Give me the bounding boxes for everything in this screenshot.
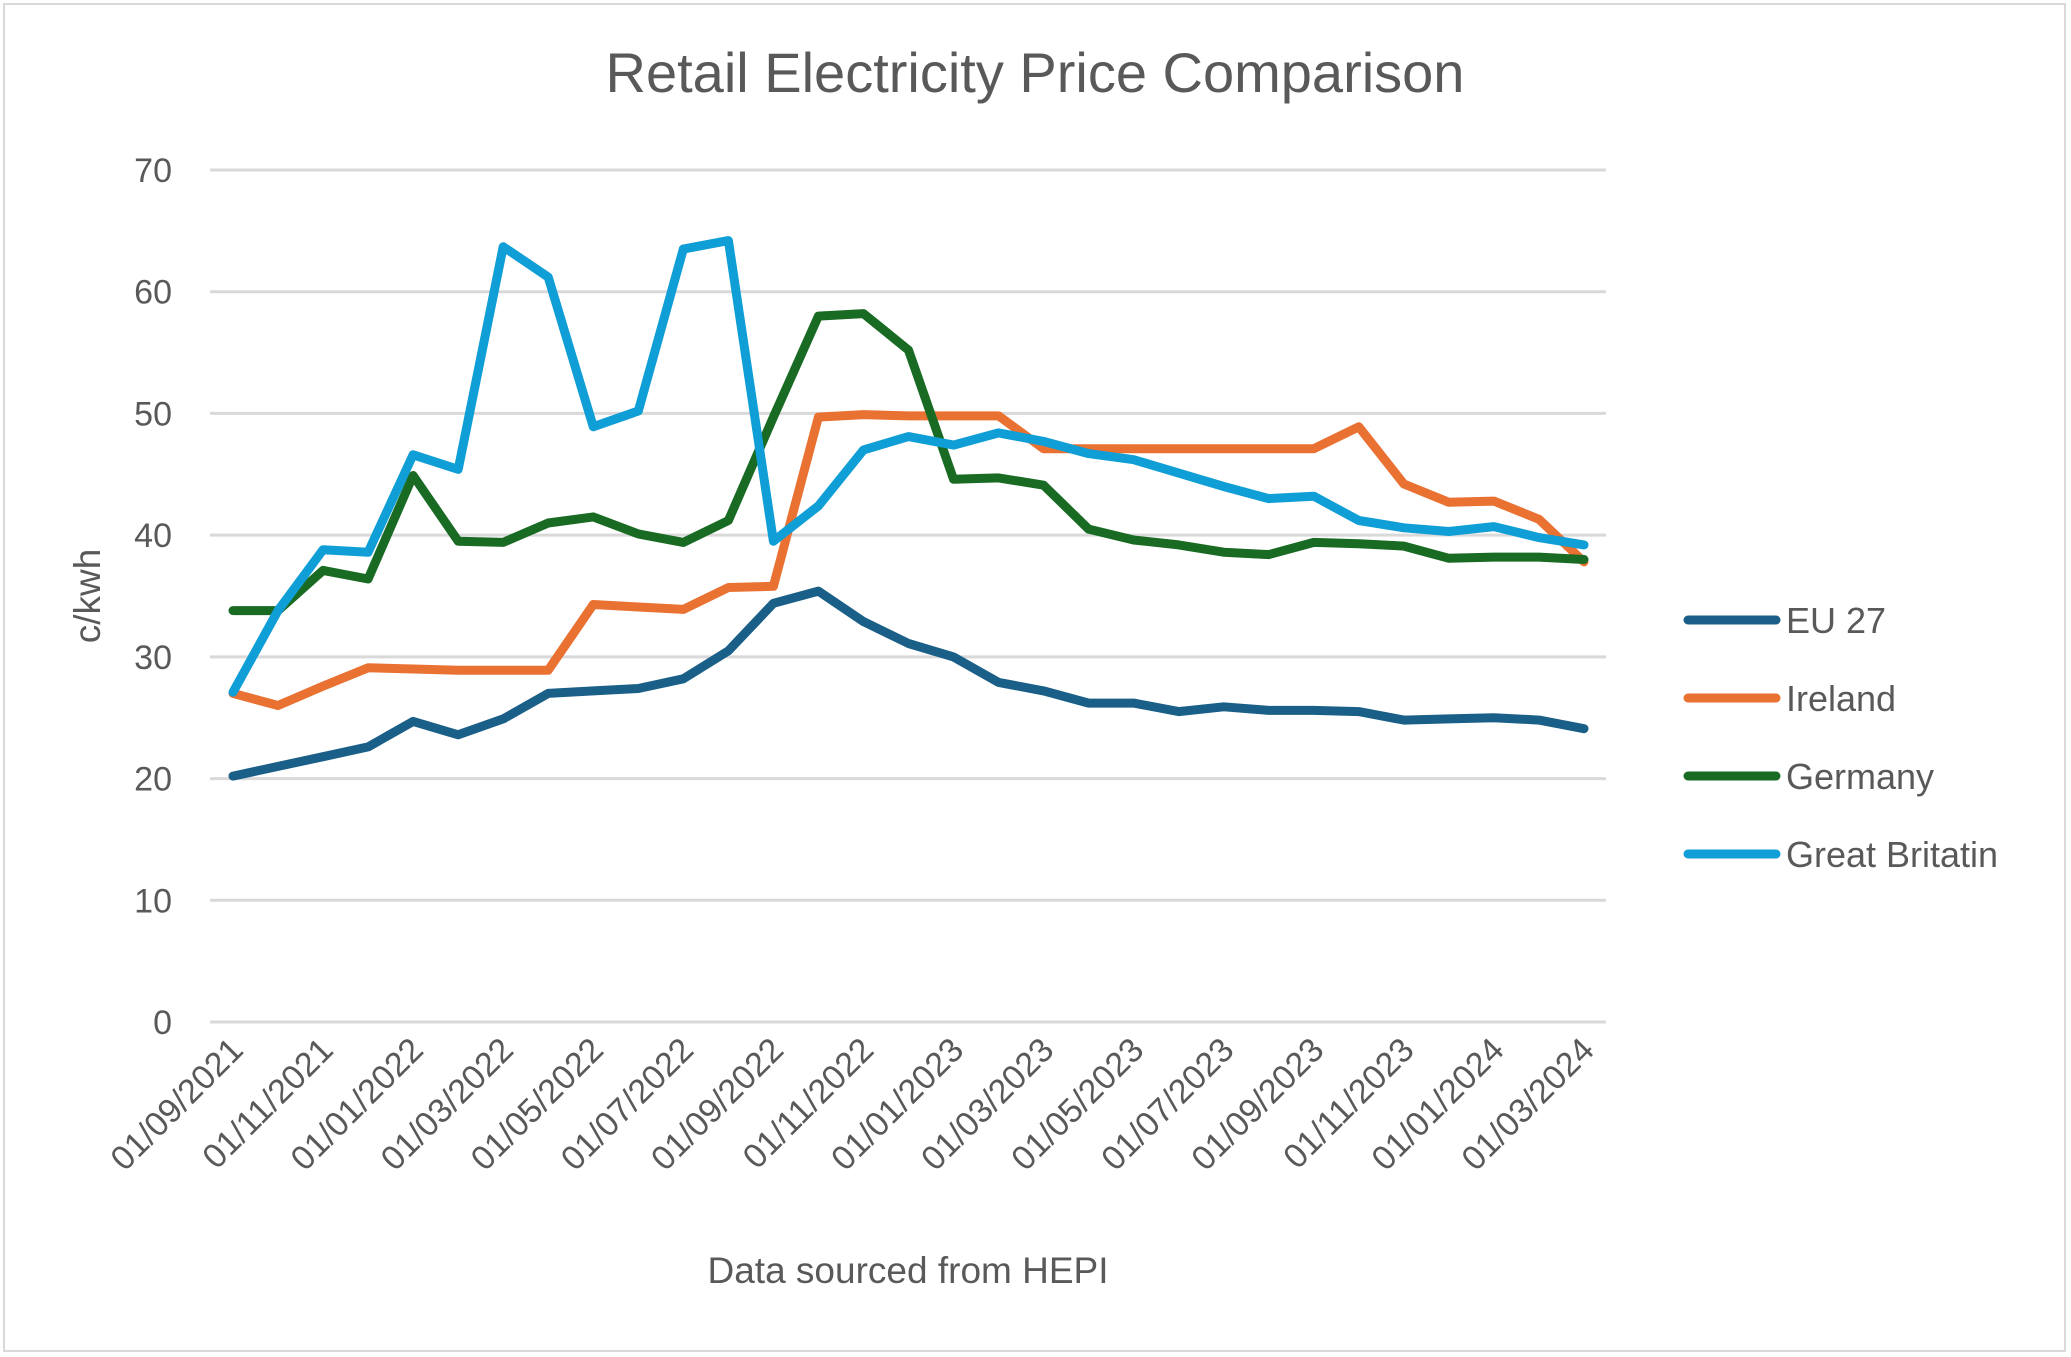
y-axis-title: c/kwh (67, 549, 108, 644)
y-tick-label: 70 (134, 152, 172, 190)
legend-label: Great Britatin (1786, 834, 1998, 875)
y-tick-label: 60 (134, 274, 172, 312)
series-line-germany (228, 309, 1589, 616)
x-axis-ticks: 01/09/202101/11/202101/01/202201/03/2022… (103, 1031, 1601, 1178)
series-line-ireland (228, 410, 1589, 710)
chart-title: Retail Electricity Price Comparison (606, 41, 1465, 104)
y-tick-label: 30 (134, 639, 172, 677)
legend-item: Germany (1683, 756, 1934, 797)
legend: EU 27 Ireland Germany Great Britatin (1683, 600, 1998, 875)
legend-label: Ireland (1786, 678, 1896, 719)
y-tick-label: 0 (153, 1004, 172, 1042)
y-axis-ticks: 0 10 20 30 40 50 60 70 (134, 152, 172, 1042)
series-lines (228, 236, 1589, 781)
gridlines (210, 168, 1606, 1024)
legend-label: Germany (1786, 756, 1934, 797)
legend-item: Great Britatin (1683, 834, 1998, 875)
y-tick-label: 10 (134, 882, 172, 920)
series-line-eu-27 (228, 586, 1589, 781)
chart-frame (3, 3, 2066, 1352)
series-line-great-britatin (228, 236, 1589, 697)
legend-item: EU 27 (1683, 600, 1886, 641)
y-tick-label: 50 (134, 395, 172, 433)
y-tick-label: 40 (134, 517, 172, 555)
y-tick-label: 20 (134, 761, 172, 799)
legend-label: EU 27 (1786, 600, 1886, 641)
legend-item: Ireland (1683, 678, 1896, 719)
x-axis-title: Data sourced from HEPI (708, 1250, 1109, 1291)
